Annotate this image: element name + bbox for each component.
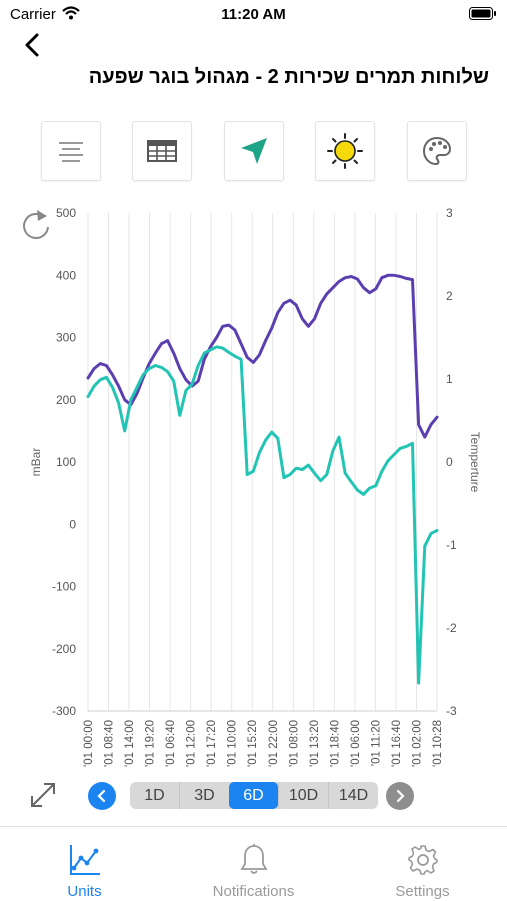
clock: 11:20 AM [221,6,286,23]
range-next-button[interactable] [386,782,414,810]
range-options: 1D 3D 6D 10D 14D [130,782,378,809]
bell-icon [240,844,268,874]
range-option-6d[interactable]: 6D [229,782,278,809]
palette-button[interactable] [407,121,467,181]
y2-tick-label: -3 [446,704,457,718]
x-tick-label: '01 06:40 [165,720,177,767]
y-tick-label: -300 [52,704,76,718]
x-tick-label: '01 13:20 [309,720,321,767]
table-button[interactable] [132,121,192,181]
palette-icon [422,136,452,166]
tab-notifications-label: Notifications [212,883,295,900]
y-tick-label: 300 [56,331,76,345]
x-tick-label: '01 17:20 [206,720,218,767]
series-line-0 [86,273,439,439]
expand-icon [31,783,55,807]
tab-settings-label: Settings [395,883,450,900]
page-title: שלוחות תמרים שכירות 2 - מגהול בוגר שפעה [88,66,489,88]
expand-button[interactable] [28,780,58,810]
tab-bar: Units Notifications Settings [0,826,507,901]
y-tick-label: 100 [56,455,76,469]
table-icon [147,140,177,162]
navigation-arrow-icon [241,138,267,164]
y2-tick-label: -1 [446,538,457,552]
y2-tick-label: 2 [446,289,453,303]
chart-line-icon [70,845,100,875]
x-tick-label: '01 19:20 [145,720,157,767]
y2-axis-label: Temperture [468,432,482,493]
x-tick-label: '01 00:00 [83,720,95,767]
x-tick-label: '01 11:20 [370,720,382,766]
brightness-button[interactable] [315,121,375,181]
refresh-icon [37,210,47,221]
x-tick-label: '01 08:00 [288,720,300,767]
range-option-3d[interactable]: 3D [179,782,229,809]
battery-icon [469,7,497,24]
x-tick-label: '01 06:00 [350,720,362,767]
chevron-left-icon [25,33,39,57]
range-prev-button[interactable] [88,782,116,810]
y-tick-label: 400 [56,268,76,282]
y-tick-label: 500 [56,206,76,220]
y-tick-label: -100 [52,580,76,594]
lines-button[interactable] [41,121,101,181]
x-tick-label: '01 10:28 [432,720,444,767]
series-line-1 [86,345,439,685]
y2-tick-label: 0 [446,455,453,469]
status-bar: Carrier 11:20 AM [0,0,507,28]
y-tick-label: 0 [69,517,76,531]
x-tick-label: '01 15:20 [247,720,259,767]
gear-icon [408,845,438,875]
range-option-10d[interactable]: 10D [278,782,328,809]
y-axis-label: mBar [29,448,43,477]
x-tick-label: '01 16:40 [391,720,403,767]
tab-units-label: Units [67,883,102,900]
range-selector: 1D 3D 6D 10D 14D [88,780,420,810]
refresh-button[interactable] [22,205,56,241]
y-tick-label: -200 [52,642,76,656]
x-tick-label: '01 08:40 [104,720,116,767]
y2-tick-label: 3 [446,206,453,220]
x-tick-label: '01 12:00 [186,720,198,767]
sun-icon [327,133,363,169]
tab-units[interactable]: Units [0,827,169,901]
tab-notifications[interactable]: Notifications [169,827,338,901]
range-option-14d[interactable]: 14D [328,782,378,809]
y2-tick-label: -2 [446,621,457,635]
x-tick-label: '01 02:00 [411,720,423,767]
navigation-button[interactable] [224,121,284,181]
lines-icon [59,142,83,162]
back-button[interactable] [18,30,48,60]
carrier-label: Carrier [10,6,56,23]
x-tick-label: '01 22:00 [268,720,280,767]
y2-tick-label: 1 [446,372,453,386]
y-tick-label: 200 [56,393,76,407]
wifi-icon [62,6,80,24]
x-tick-label: '01 14:00 [124,720,136,767]
chevron-left-icon [97,789,106,803]
x-tick-label: '01 18:40 [329,720,341,767]
x-tick-label: '01 10:00 [227,720,239,767]
tab-settings[interactable]: Settings [338,827,507,901]
chevron-right-icon [396,789,405,803]
range-option-1d[interactable]: 1D [144,786,165,804]
